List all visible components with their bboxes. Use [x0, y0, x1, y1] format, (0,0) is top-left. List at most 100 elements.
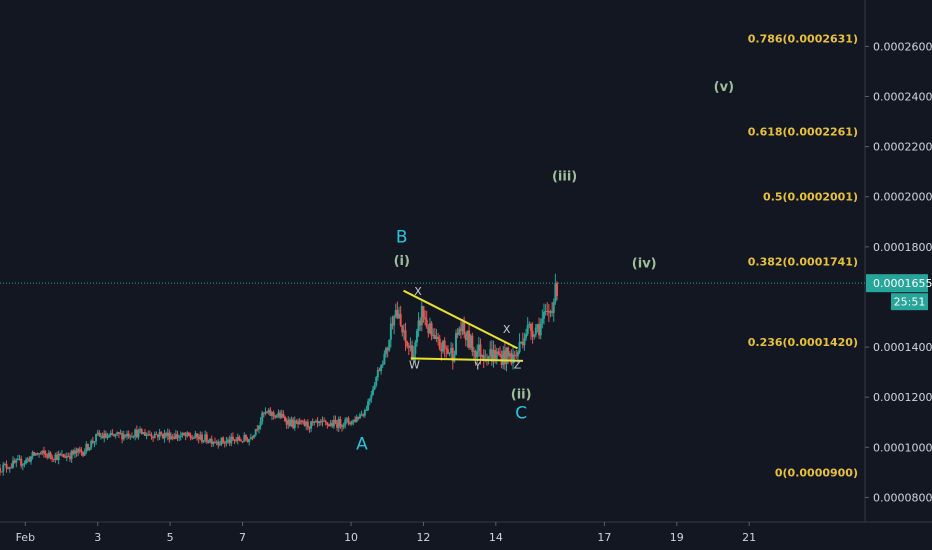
- candle-body: [191, 437, 194, 439]
- candle-body: [344, 419, 347, 426]
- candle-body: [450, 347, 453, 353]
- trendlines[interactable]: [403, 289, 524, 362]
- candle-body: [158, 432, 161, 438]
- candle-body: [342, 425, 345, 428]
- candle-body: [468, 330, 471, 348]
- candle-body: [205, 434, 208, 443]
- candle-body: [402, 330, 405, 333]
- candle-body: [349, 422, 352, 425]
- candle-body: [34, 453, 37, 456]
- price-tag-box: [866, 274, 928, 293]
- candle-body: [230, 436, 233, 444]
- candle-body: [91, 440, 94, 443]
- candle-body: [181, 432, 184, 436]
- candle-body: [42, 450, 45, 454]
- candle-body: [85, 443, 88, 452]
- candle-body: [440, 348, 443, 352]
- candle-body: [389, 323, 392, 340]
- price-tick-label: 0.0001000: [873, 441, 932, 454]
- candle-body: [67, 455, 70, 457]
- time-tick-label: 19: [670, 531, 684, 544]
- candle-body: [174, 434, 177, 439]
- candle-body: [49, 452, 52, 457]
- candle-body: [223, 442, 226, 444]
- candle-body: [554, 283, 557, 303]
- candle-body: [199, 434, 202, 440]
- candle-body: [321, 420, 324, 423]
- candle-body: [31, 452, 34, 457]
- candle-body: [99, 435, 102, 437]
- candle-body: [521, 341, 524, 346]
- wave-label: (v): [714, 80, 734, 95]
- candle-body: [529, 323, 532, 331]
- candle-body: [393, 316, 396, 326]
- candle-body: [534, 327, 537, 335]
- candle-body: [376, 370, 379, 378]
- candle-body: [336, 422, 339, 428]
- candle-body: [170, 436, 173, 440]
- wave-label: Z: [514, 358, 522, 371]
- candle-body: [166, 432, 169, 436]
- candle-body: [323, 420, 326, 422]
- candle-body: [135, 429, 138, 438]
- candle-body: [210, 438, 213, 444]
- candle-body: [297, 422, 300, 425]
- candle-body: [130, 436, 133, 438]
- candle-body: [119, 433, 122, 435]
- trendline[interactable]: [403, 289, 519, 350]
- candle-body: [109, 433, 112, 436]
- candle-body: [546, 310, 549, 312]
- candle-body: [507, 347, 510, 357]
- candle-body: [184, 434, 187, 437]
- candle-body: [243, 435, 246, 442]
- candle-body: [474, 350, 477, 358]
- candle-body: [503, 350, 506, 365]
- candle-body: [531, 330, 534, 337]
- time-tick-label: 7: [239, 531, 246, 544]
- candle-body: [142, 432, 145, 435]
- candle-body: [549, 311, 552, 313]
- candle-body: [477, 344, 480, 352]
- candle-body: [347, 418, 350, 423]
- candle-body: [238, 436, 241, 441]
- wave-label: (iii): [552, 169, 577, 184]
- candle-body: [331, 422, 334, 427]
- candle-body: [528, 323, 531, 326]
- candle-body: [88, 447, 91, 450]
- candle-body: [417, 320, 420, 331]
- candle-body: [134, 429, 137, 437]
- fib-level-label: 0.786(0.0002631): [748, 33, 858, 46]
- candle-body: [65, 455, 68, 458]
- trendline[interactable]: [410, 357, 524, 362]
- candle-body: [62, 454, 65, 458]
- candle-body: [215, 441, 218, 443]
- candle-body: [139, 429, 142, 431]
- candle-body: [209, 438, 212, 442]
- candle-body: [495, 351, 498, 361]
- candle-body: [253, 434, 256, 438]
- candle-body: [378, 370, 381, 372]
- candle-body: [227, 439, 230, 441]
- time-tick-label: 5: [167, 531, 174, 544]
- candle-body: [235, 440, 238, 442]
- candle-body: [104, 433, 107, 438]
- candle-body: [5, 464, 8, 469]
- candle-body: [36, 453, 39, 455]
- candle-body: [168, 432, 171, 440]
- candle-body: [345, 418, 348, 420]
- candle-body: [368, 398, 371, 402]
- candle-body: [396, 310, 399, 319]
- candle-body: [64, 457, 67, 459]
- candle-body: [23, 463, 26, 465]
- candle-body: [207, 441, 210, 443]
- candle-body: [98, 432, 101, 437]
- candle-body: [308, 427, 311, 429]
- time-tick-label: 17: [597, 531, 611, 544]
- candle-body: [388, 339, 391, 351]
- time-axis-ticks: Feb 3 5 7 10 12 14 17 19 21: [16, 522, 756, 544]
- candle-body: [212, 441, 215, 444]
- price-tick-label: 0.0002400: [873, 90, 932, 103]
- candle-body: [458, 328, 461, 335]
- candle-body: [482, 354, 485, 360]
